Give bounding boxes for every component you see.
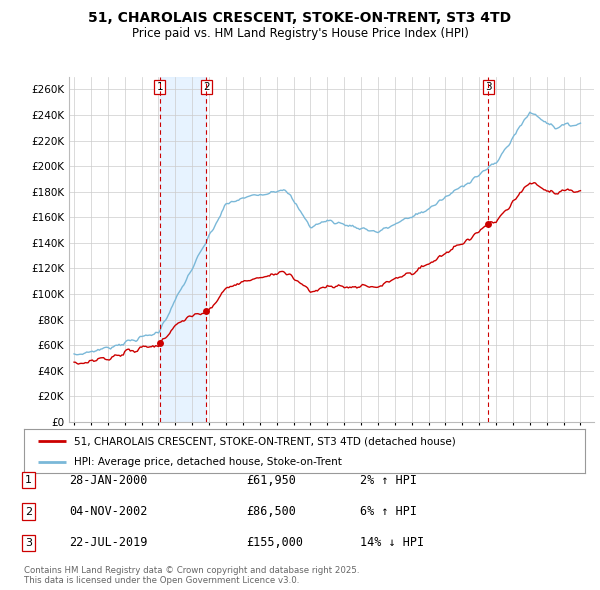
Text: £86,500: £86,500 <box>246 505 296 518</box>
Text: 2: 2 <box>203 82 210 92</box>
Text: Price paid vs. HM Land Registry's House Price Index (HPI): Price paid vs. HM Land Registry's House … <box>131 27 469 40</box>
Text: 28-JAN-2000: 28-JAN-2000 <box>69 474 148 487</box>
Text: 14% ↓ HPI: 14% ↓ HPI <box>360 536 424 549</box>
Bar <box>160 77 206 422</box>
Text: £61,950: £61,950 <box>246 474 296 487</box>
Text: 3: 3 <box>25 538 32 548</box>
Text: 1: 1 <box>25 476 32 485</box>
Text: 2% ↑ HPI: 2% ↑ HPI <box>360 474 417 487</box>
Text: £155,000: £155,000 <box>246 536 303 549</box>
Text: 3: 3 <box>485 82 492 92</box>
Text: 22-JUL-2019: 22-JUL-2019 <box>69 536 148 549</box>
Text: Contains HM Land Registry data © Crown copyright and database right 2025.
This d: Contains HM Land Registry data © Crown c… <box>24 566 359 585</box>
Text: 2: 2 <box>25 507 32 516</box>
Text: 04-NOV-2002: 04-NOV-2002 <box>69 505 148 518</box>
Text: 51, CHAROLAIS CRESCENT, STOKE-ON-TRENT, ST3 4TD: 51, CHAROLAIS CRESCENT, STOKE-ON-TRENT, … <box>88 11 512 25</box>
Text: HPI: Average price, detached house, Stoke-on-Trent: HPI: Average price, detached house, Stok… <box>74 457 343 467</box>
Text: 1: 1 <box>157 82 163 92</box>
Text: 51, CHAROLAIS CRESCENT, STOKE-ON-TRENT, ST3 4TD (detached house): 51, CHAROLAIS CRESCENT, STOKE-ON-TRENT, … <box>74 437 456 446</box>
Text: 6% ↑ HPI: 6% ↑ HPI <box>360 505 417 518</box>
